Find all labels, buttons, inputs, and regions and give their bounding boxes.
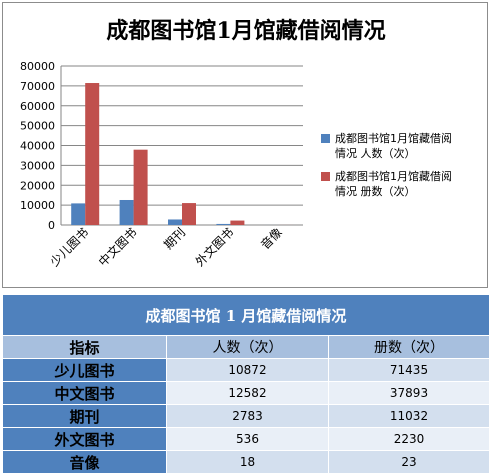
chart-title: 成都图书馆1月馆藏借阅情况 (106, 18, 386, 44)
bar-people (71, 203, 86, 225)
row-label: 中文图书 (2, 381, 167, 405)
bar-volumes (85, 83, 100, 225)
table-row: 少儿图书 10872 71435 (2, 358, 490, 382)
header-indicator: 指标 (2, 335, 167, 359)
table-row: 外文图书 536 2230 (2, 427, 490, 451)
cell-volumes: 37893 (328, 381, 490, 405)
bar-chart: 0 10000 20000 30000 40000 50000 60000 70000 8000… (20, 60, 303, 270)
legend-item-people: 成都图书馆1月馆藏借阅 情况 人数（次） (321, 131, 481, 161)
y-tick-label: 60000 (20, 100, 55, 113)
table-header-row: 指标 人数（次） 册数（次） (2, 335, 490, 359)
y-tick-label: 10000 (20, 199, 55, 212)
legend-swatch-people (321, 134, 330, 143)
table-row: 期刊 2783 11032 (2, 404, 490, 428)
bar-people (216, 223, 231, 225)
header-volumes: 册数（次） (328, 335, 490, 359)
legend-item-volumes: 成都图书馆1月馆藏借阅 情况 册数（次） (321, 169, 481, 199)
x-category-label: 音像 (257, 225, 285, 253)
bar-volumes (230, 220, 245, 225)
x-category-label: 期刊 (161, 225, 188, 252)
table-row: 音像 18 23 (2, 450, 490, 474)
legend-label-people-line1: 成都图书馆1月馆藏借阅 (335, 132, 452, 145)
y-tick-label: 80000 (20, 60, 55, 73)
cell-volumes: 71435 (328, 358, 490, 382)
table-row: 中文图书 12582 37893 (2, 381, 490, 405)
y-tick-label: 0 (48, 219, 55, 232)
y-tick-label: 20000 (20, 179, 55, 192)
row-label: 期刊 (2, 404, 167, 428)
legend: 成都图书馆1月馆藏借阅 情况 人数（次） 成都图书馆1月馆藏借阅 情况 册数（次… (321, 131, 481, 207)
bar-volumes (182, 203, 196, 225)
legend-label-people-line2: 情况 人数（次） (335, 147, 416, 160)
cell-people: 12582 (166, 381, 329, 405)
cell-people: 10872 (166, 358, 329, 382)
y-tick-label: 50000 (20, 120, 55, 133)
legend-label-volumes-line1: 成都图书馆1月馆藏借阅 (335, 170, 452, 183)
legend-label-volumes-line2: 情况 册数（次） (335, 185, 416, 198)
row-label: 外文图书 (2, 427, 167, 451)
cell-people: 18 (166, 450, 329, 474)
table-title: 成都图书馆 1 月馆藏借阅情况 (2, 294, 490, 336)
table-title-row: 成都图书馆 1 月馆藏借阅情况 (2, 294, 490, 336)
header-people: 人数（次） (166, 335, 329, 359)
cell-volumes: 11032 (328, 404, 490, 428)
bar-people (168, 219, 182, 225)
y-tick-label: 30000 (20, 159, 55, 172)
bar-volumes (133, 149, 148, 225)
row-label: 音像 (2, 450, 167, 474)
cell-volumes: 23 (328, 450, 490, 474)
row-label: 少儿图书 (2, 358, 167, 382)
legend-swatch-volumes (321, 172, 330, 181)
x-category-label: 中文图书 (95, 225, 140, 270)
y-tick-label: 70000 (20, 80, 55, 93)
chart-area: 成都图书馆1月馆藏借阅情况 0 10000 20000 30000 40000 50000… (2, 2, 488, 288)
cell-people: 536 (166, 427, 329, 451)
cell-people: 2783 (166, 404, 329, 428)
data-table: 成都图书馆 1 月馆藏借阅情况 指标 人数（次） 册数（次） 少儿图书 1087… (2, 294, 490, 474)
y-tick-label: 40000 (20, 140, 55, 153)
bar-people (119, 199, 134, 225)
cell-volumes: 2230 (328, 427, 490, 451)
x-category-label: 外文图书 (192, 225, 237, 270)
